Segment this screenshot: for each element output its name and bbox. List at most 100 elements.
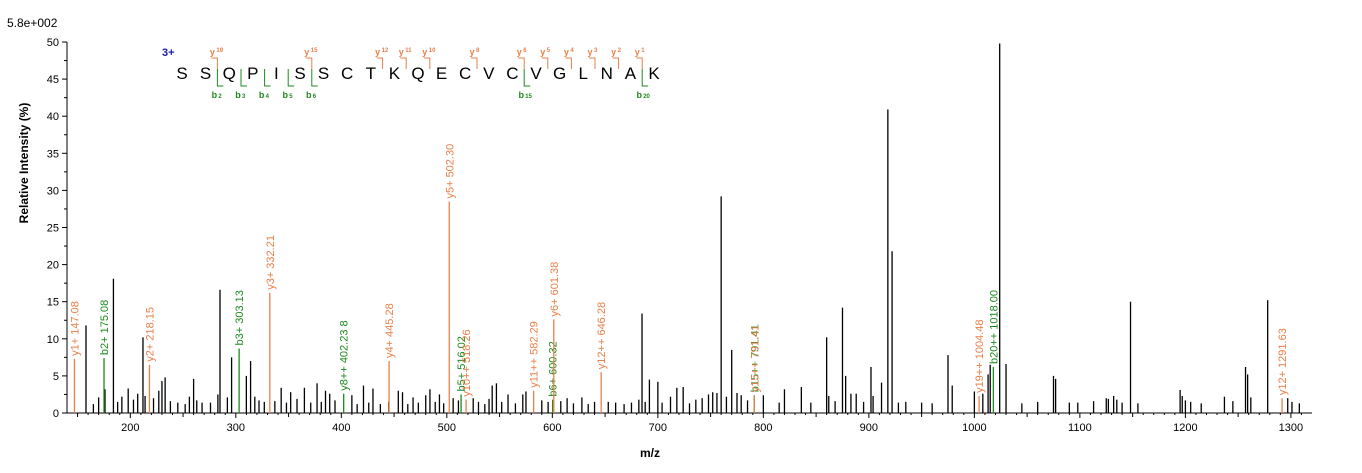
residue: S xyxy=(200,64,211,83)
charge-state-label: 3+ xyxy=(162,47,175,59)
peak-label: b3+ 303.13 xyxy=(234,290,246,345)
x-tick-label: 200 xyxy=(121,422,139,434)
y-ion-number: 4 xyxy=(570,48,574,54)
y-axis-title: Relative Intensity (%) xyxy=(17,103,31,224)
x-tick-label: 500 xyxy=(438,422,456,434)
b-ion-number: 20 xyxy=(643,94,650,100)
y-ion-marker xyxy=(471,57,478,69)
b-ion-label: b xyxy=(306,90,312,100)
residue: Q xyxy=(411,64,424,83)
b-ion-marker xyxy=(240,69,247,87)
peak-label: b5+ 516.02 xyxy=(456,336,468,391)
b-ion-number: 6 xyxy=(313,94,317,100)
x-tick-label: 1200 xyxy=(1173,422,1197,434)
x-axis-title: m/z xyxy=(640,446,660,460)
residue: K xyxy=(389,64,401,83)
b-ion-number: 15 xyxy=(525,94,532,100)
y-ion-label: y xyxy=(564,47,569,57)
y-ion-label: y xyxy=(375,47,380,57)
y-ion-number: 8 xyxy=(476,48,480,54)
y-ion-number: 5 xyxy=(547,48,551,54)
y-tick-label: 0 xyxy=(53,408,59,420)
residue: S xyxy=(318,64,329,83)
y-ion-number: 11 xyxy=(405,48,412,54)
y-tick-label: 40 xyxy=(47,111,59,123)
peak-label: y12++ 646.28 xyxy=(596,302,608,369)
peak-label: b20++ 1018.00 xyxy=(988,290,1000,364)
x-tick-label: 700 xyxy=(649,422,667,434)
residue: N xyxy=(601,64,613,83)
peak-label: y5+ 502.30 xyxy=(444,144,456,199)
y-ion-label: y xyxy=(540,47,545,57)
residue: T xyxy=(366,64,376,83)
residue: C xyxy=(341,64,353,83)
y-tick-label: 35 xyxy=(47,148,59,160)
residue: L xyxy=(578,64,587,83)
y-tick-label: 25 xyxy=(47,223,59,235)
y-ion-marker xyxy=(589,57,596,69)
y-ion-number: 6 xyxy=(523,48,527,54)
residue: A xyxy=(625,64,637,83)
b-ion-number: 3 xyxy=(242,94,246,100)
y-ion-marker xyxy=(423,57,431,69)
residue: E xyxy=(436,64,447,83)
y-ion-number: 3 xyxy=(594,48,598,54)
y-ion-label: y xyxy=(517,47,522,57)
intensity-scale-label: 5.8e+002 xyxy=(7,16,58,30)
y-ion-marker xyxy=(612,57,620,69)
y-ion-marker xyxy=(541,57,549,69)
residue: Q xyxy=(223,64,236,83)
x-tick-label: 800 xyxy=(754,422,772,434)
peak-label: y12+ 1291.63 xyxy=(1277,328,1289,395)
x-tick-label: 300 xyxy=(227,422,245,434)
y-ion-number: 2 xyxy=(618,48,622,54)
residue: S xyxy=(176,64,187,83)
y-ion-number: 15 xyxy=(311,48,318,54)
y-ion-label: y xyxy=(469,47,474,57)
residue: I xyxy=(274,64,279,83)
x-tick-label: 1000 xyxy=(962,422,986,434)
y-ion-marker xyxy=(211,57,218,69)
x-tick-label: 900 xyxy=(860,422,878,434)
peak-label: y10++ 518.26 xyxy=(461,329,473,396)
y-ion-number: 12 xyxy=(382,48,389,54)
b-ion-marker xyxy=(287,69,295,87)
y-tick-label: 5 xyxy=(53,371,59,383)
y-ion-label: y xyxy=(587,47,592,57)
residue: G xyxy=(553,64,566,83)
peak-label: y4+ 445.28 xyxy=(384,303,396,358)
residue: C xyxy=(506,64,518,83)
residue: V xyxy=(483,64,495,83)
b-ion-label: b xyxy=(636,90,642,100)
peak-label: y3+ 332.21 xyxy=(265,235,277,290)
y-ion-marker xyxy=(400,57,407,69)
y-ion-label: y xyxy=(399,47,404,57)
x-tick-label: 1100 xyxy=(1068,422,1092,434)
y-tick-label: 15 xyxy=(47,297,59,309)
b-ion-marker xyxy=(264,69,271,87)
peak-label: y8++ 402.23 8 xyxy=(339,320,351,390)
y-tick-label: 30 xyxy=(47,185,59,197)
peak-label: y15++ 791.41 xyxy=(749,325,761,392)
b-ion-marker xyxy=(216,69,224,87)
b-ion-label: b xyxy=(259,90,265,100)
b-ion-number: 2 xyxy=(218,94,222,100)
y-ion-label: y xyxy=(422,47,427,57)
peak-label: b2+ 175.08 xyxy=(99,300,111,355)
peak-label: y1+ 147.08 xyxy=(69,301,81,356)
y-tick-label: 20 xyxy=(47,260,59,272)
y-ion-number: 10 xyxy=(429,48,436,54)
peak-label: b15++ 791.41 xyxy=(749,324,761,392)
y-ion-number: 19 xyxy=(216,48,223,54)
b-ion-number: 5 xyxy=(289,94,293,100)
b-ion-marker xyxy=(523,69,531,87)
residue: V xyxy=(530,64,542,83)
b-ion-number: 4 xyxy=(266,94,270,100)
b-ion-marker xyxy=(641,69,649,87)
y-ion-label: y xyxy=(304,47,309,57)
y-ion-marker xyxy=(565,57,572,69)
y-ion-marker xyxy=(376,57,384,69)
residue: S xyxy=(294,64,305,83)
y-ion-label: y xyxy=(611,47,616,57)
